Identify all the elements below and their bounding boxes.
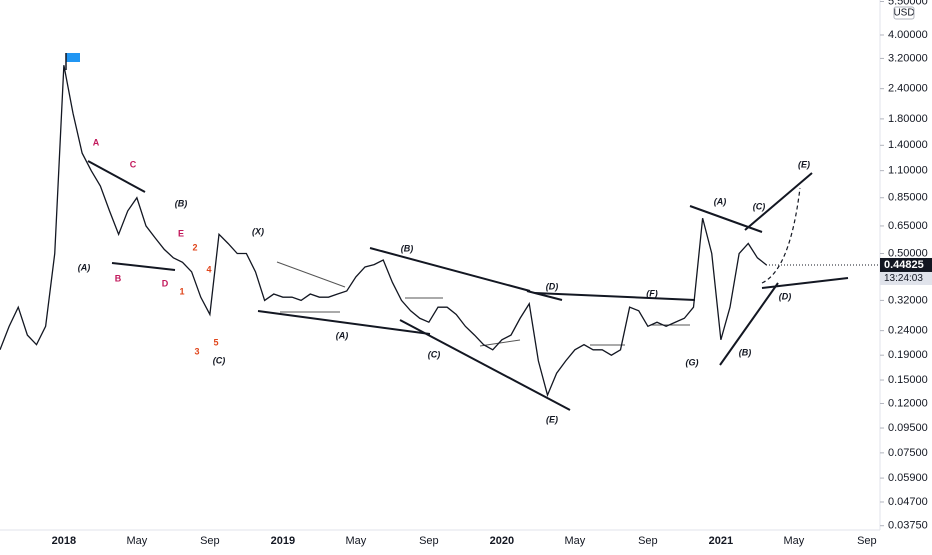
price-tag <box>880 257 932 272</box>
y-tick-label: 0.19000 <box>888 349 928 361</box>
wave-label: 2 <box>192 242 197 252</box>
wave-label: (F) <box>646 288 658 298</box>
x-tick-label: May <box>783 535 804 547</box>
trendline <box>257 310 431 335</box>
y-tick-label: 0.04700 <box>888 496 928 508</box>
x-tick-label: 2021 <box>709 535 733 547</box>
y-tick-label: 0.65000 <box>888 220 928 232</box>
countdown-label: 13:24:03 <box>884 273 923 284</box>
wave-label: (C) <box>753 201 766 211</box>
y-tick-label: 1.10000 <box>888 165 928 177</box>
y-tick-label: 0.32000 <box>888 294 928 306</box>
trendline <box>689 205 763 233</box>
currency-box <box>893 6 915 20</box>
wave-label: (G) <box>686 357 699 367</box>
trendline <box>479 339 521 347</box>
wave-label: E <box>178 228 184 238</box>
wave-label: A <box>93 137 100 147</box>
x-tick-label: May <box>126 535 147 547</box>
wave-label: (A) <box>336 330 349 340</box>
trendline <box>399 319 571 411</box>
trendlines <box>65 53 849 411</box>
trendline <box>534 292 696 301</box>
wave-label: (C) <box>213 355 226 365</box>
x-tick-label: 2018 <box>52 535 76 547</box>
y-tick-label: 2.40000 <box>888 83 928 95</box>
trendline <box>719 282 779 366</box>
wave-label: (X) <box>252 226 264 236</box>
y-tick-label: 0.07500 <box>888 447 928 459</box>
price-tag-label: 0.44825 <box>884 259 924 271</box>
x-tick-label: 2020 <box>490 535 514 547</box>
wave-label: 5 <box>213 337 218 347</box>
wave-label: (D) <box>779 291 792 301</box>
currency-label: USD <box>893 8 914 19</box>
y-tick-label: 1.80000 <box>888 113 928 125</box>
x-tick-label: Sep <box>638 535 658 547</box>
wave-label: 4 <box>206 264 211 274</box>
wave-label: (A) <box>78 262 91 272</box>
wave-label: C <box>130 159 137 169</box>
trendline <box>111 262 176 271</box>
y-tick-label: 0.15000 <box>888 374 928 386</box>
trendline <box>369 247 531 292</box>
y-tick-label: 0.05900 <box>888 472 928 484</box>
wave-label: (D) <box>546 281 559 291</box>
y-tick-label: 0.24000 <box>888 325 928 337</box>
wave-label: (E) <box>546 414 558 424</box>
y-tick-label: 0.85000 <box>888 192 928 204</box>
x-tick-label: Sep <box>419 535 439 547</box>
wave-label: (B) <box>401 243 414 253</box>
trendline <box>276 261 346 288</box>
y-tick-label: 0.03750 <box>888 520 928 532</box>
y-tick-label: 0.50000 <box>888 247 928 259</box>
wave-label: 3 <box>194 346 199 356</box>
trendline <box>526 290 563 301</box>
wave-label: (C) <box>428 349 441 359</box>
flag <box>66 53 80 62</box>
x-tick-label: Sep <box>200 535 220 547</box>
countdown-tag <box>880 271 932 285</box>
wave-label: (E) <box>798 159 810 169</box>
x-tick-label: May <box>564 535 585 547</box>
y-tick-label: 5.50000 <box>888 0 928 7</box>
wave-label: (B) <box>175 198 188 208</box>
price-line <box>0 65 767 398</box>
y-tick-label: 1.40000 <box>888 139 928 151</box>
y-tick-label: 4.00000 <box>888 29 928 41</box>
wave-label: D <box>162 278 169 288</box>
y-tick-label: 0.12000 <box>888 397 928 409</box>
wave-label: (A) <box>714 196 727 206</box>
trendline <box>761 277 849 289</box>
trendline <box>744 172 813 231</box>
x-tick-label: Sep <box>857 535 877 547</box>
wave-label: (B) <box>739 347 752 357</box>
y-tick-label: 3.20000 <box>888 52 928 64</box>
wave-label: B <box>115 273 122 283</box>
wave-label: 1 <box>179 286 184 296</box>
y-tick-label: 0.09500 <box>888 422 928 434</box>
x-tick-label: 2019 <box>271 535 295 547</box>
x-tick-label: May <box>345 535 366 547</box>
trendline <box>87 160 146 193</box>
